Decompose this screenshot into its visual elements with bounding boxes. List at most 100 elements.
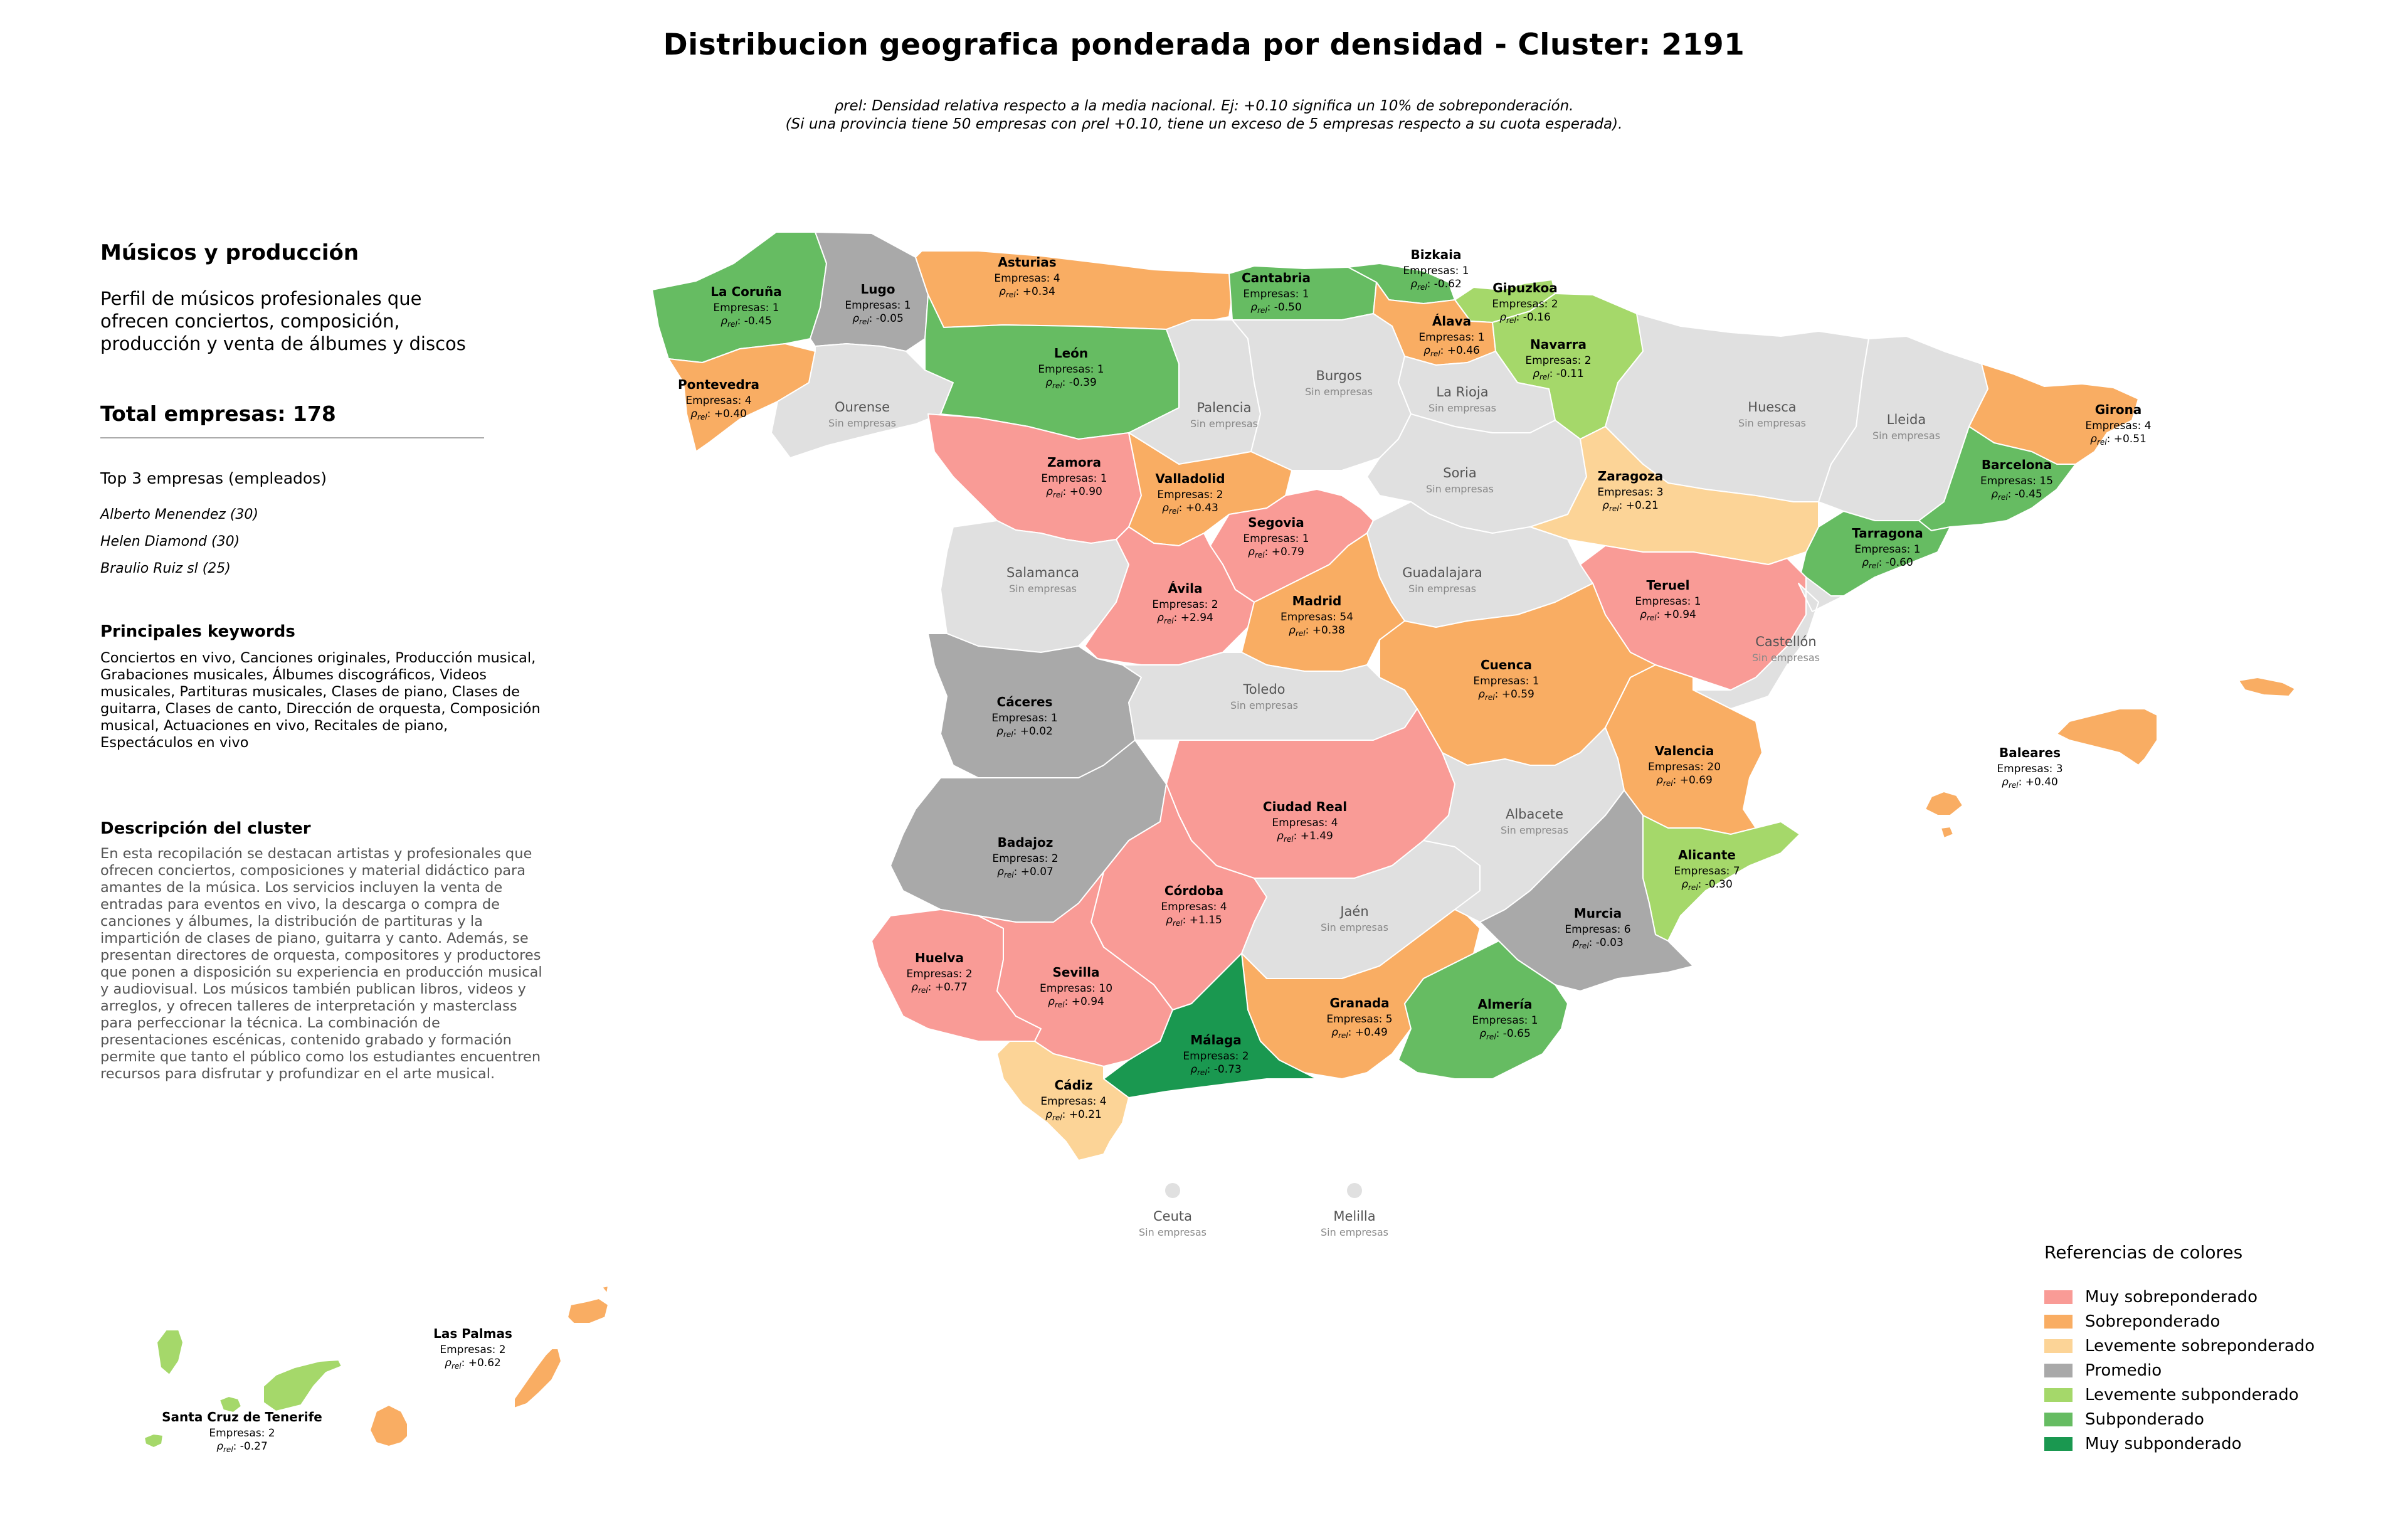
province-rho-madrid: ρrel: +0.38 [1289,624,1345,638]
province-no-companies-lleida: Sin empresas [1872,430,1940,442]
province-jaen [1241,840,1481,979]
province-name-baleares: Baleares [1999,745,2061,760]
province-name-segovia: Segovia [1248,515,1304,530]
legend-swatch [2044,1387,2073,1402]
province-rho-lugo: ρrel: -0.05 [852,312,904,326]
province-name-granada: Granada [1329,995,1389,1011]
province-name-valencia: Valencia [1655,743,1714,758]
province-madrid [1241,533,1405,672]
province-name-ciudad-real: Ciudad Real [1263,799,1347,814]
province-companies-alicante: Empresas: 7 [1674,865,1740,878]
province-la-rioja [1398,351,1556,433]
color-legend: Referencias de colores Muy sobreponderad… [2044,1242,2370,1456]
province-rho-baleares: ρrel: +0.40 [2002,776,2058,790]
province-asturias [915,250,1233,330]
province-rho-ciudad-real: ρrel: +1.49 [1277,830,1333,844]
legend-item-lev-sobre: Levemente sobreponderado [2044,1334,2370,1358]
province-companies-zamora: Empresas: 1 [1041,472,1107,485]
province-no-companies-huesca: Sin empresas [1738,417,1806,429]
province-rho-santa-cruz-de-tenerife: ρrel: -0.27 [216,1440,268,1454]
province-avila [1084,526,1255,666]
legend-swatch [2044,1290,2073,1304]
province-baleares [1925,791,1963,816]
province-santa-cruz-de-tenerife [156,1329,184,1376]
legend-item-promedio: Promedio [2044,1358,2370,1382]
province-name-zaragoza: Zaragoza [1598,469,1664,484]
province-name-huelva: Huelva [915,950,964,965]
province-no-companies-la-rioja: Sin empresas [1428,402,1496,414]
top3-title: Top 3 empresas (empleados) [100,469,327,487]
province-leon [924,294,1180,440]
province-rho-pontevedra: ρrel: +0.40 [690,408,747,422]
province-name-lleida: Lleida [1887,412,1926,427]
province-companies-girona: Empresas: 4 [2085,420,2151,432]
province-companies-baleares: Empresas: 3 [1997,763,2062,775]
province-santa-cruz-de-tenerife [219,1396,242,1413]
province-name-palencia: Palencia [1197,400,1252,415]
province-rho-malaga: ρrel: -0.73 [1190,1063,1242,1077]
legend-title: Referencias de colores [2044,1242,2243,1263]
province-rho-gipuzkoa: ρrel: -0.16 [1499,311,1551,325]
province-teruel [1580,545,1807,691]
province-no-companies-palencia: Sin empresas [1190,418,1258,430]
province-rho-valladolid: ρrel: +0.43 [1162,502,1218,516]
province-companies-gipuzkoa: Empresas: 2 [1492,298,1558,310]
province-cuenca [1379,583,1656,766]
province-no-companies-burgos: Sin empresas [1305,386,1373,398]
province-santa-cruz-de-tenerife [263,1359,342,1412]
figure-title: Distribucion geografica ponderada por de… [663,28,1745,62]
province-rho-cuenca: ρrel: +0.59 [1478,688,1534,702]
province-santa-cruz-de-tenerife [144,1433,164,1448]
province-name-las-palmas: Las Palmas [433,1326,512,1341]
province-name-burgos: Burgos [1316,368,1361,383]
province-name-avila: Ávila [1168,581,1202,596]
province-castellon [1692,576,1844,709]
province-companies-bizkaia: Empresas: 1 [1403,265,1469,277]
province-name-toledo: Toledo [1242,682,1285,697]
province-rho-barcelona: ρrel: -0.45 [1991,488,2042,502]
province-barcelona [1918,426,2076,531]
cluster-profile: Perfil de músicos profesionales que ofre… [100,288,466,354]
province-las-palmas [567,1298,609,1324]
legend-item-muy-sub: Muy subponderado [2044,1431,2370,1456]
province-companies-madrid: Empresas: 54 [1281,611,1353,623]
province-huesca [1605,313,1869,502]
province-name-la-rioja: La Rioja [1436,385,1488,400]
province-name-barcelona: Barcelona [1982,457,2052,472]
province-companies-sevilla: Empresas: 10 [1040,982,1112,995]
province-tarragona [1798,511,1951,612]
province-rho-segovia: ρrel: +0.79 [1248,546,1304,560]
subtitle-line-1: ρrel: Densidad relativa respecto a la me… [834,98,1574,114]
province-name-sevilla: Sevilla [1052,965,1099,980]
province-huelva [871,909,1042,1042]
province-rho-girona: ρrel: +0.51 [2090,433,2147,447]
province-name-almeria: Almería [1478,997,1533,1012]
province-rho-leon: ρrel: -0.39 [1045,376,1097,390]
description-text: En esta recopilación se destacan artista… [100,846,542,1082]
province-name-asturias: Asturias [998,255,1056,270]
province-companies-ciudad-real: Empresas: 4 [1272,817,1338,829]
total-companies: Total empresas: 178 [100,401,336,426]
province-companies-leon: Empresas: 1 [1038,363,1104,376]
province-name-alava: Álava [1432,314,1471,329]
province-girona [1968,363,2139,465]
province-companies-alava: Empresas: 1 [1418,331,1484,344]
legend-item-sobre: Sobreponderado [2044,1309,2370,1334]
province-almeria [1398,940,1568,1080]
province-rho-sevilla: ρrel: +0.94 [1048,995,1104,1009]
province-granada [1241,909,1481,1080]
province-companies-avila: Empresas: 2 [1152,598,1218,611]
province-companies-barcelona: Empresas: 15 [1980,475,2053,487]
province-companies-valladolid: Empresas: 2 [1157,489,1223,501]
province-baleares [1940,826,1954,839]
province-las-palmas [514,1348,562,1409]
province-rho-huelva: ρrel: +0.77 [911,981,968,995]
province-rho-asturias: ρrel: +0.34 [999,285,1055,299]
province-no-companies-toledo: Sin empresas [1230,699,1298,711]
province-caceres [927,633,1142,778]
legend-label: Muy subponderado [2085,1434,2242,1453]
province-name-salamanca: Salamanca [1006,565,1079,580]
province-malaga [1103,953,1318,1098]
legend-item-lev-sub: Levemente subponderado [2044,1382,2370,1407]
